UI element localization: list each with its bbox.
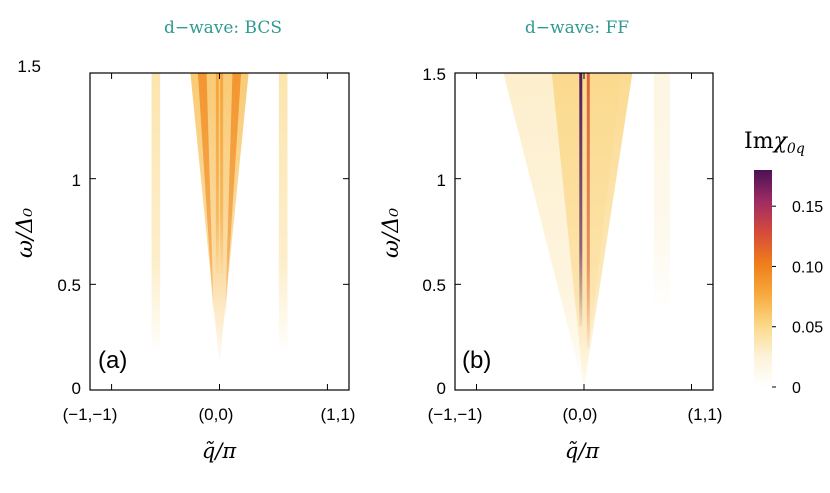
heatmap-spectral-line [215,73,219,274]
heatmap-side-strip [151,73,161,348]
panel-b-xtick-left: (−1,−1) [428,405,483,424]
panel-a-xtick-left: (−1,−1) [63,405,118,424]
heatmap-spectral-line [579,73,583,327]
panel-b-xlabel: q̃/π [565,439,601,463]
panel-b-ytick-0.5: 0.5 [422,276,446,295]
panel-b-label: (b) [462,347,491,374]
panel-b-xtick-center: (0,0) [563,405,598,424]
heatmap-cone-region [224,73,242,327]
heatmap-spectral-line [220,73,224,274]
heatmap-spectral-line [586,73,590,348]
panel-a-title: d−wave: BCS [164,18,282,38]
panel-a-plot [89,72,350,391]
panel-a-heatmap [151,73,288,365]
panel-b-ytick-0: 0 [437,379,446,398]
panel-b-ylabel: ω/Δ₀ [379,208,404,258]
heatmap-cone-region [190,73,249,365]
heatmap-side-strip [278,73,288,348]
panel-b-xtick-right: (1,1) [688,405,723,424]
panel-a-ytick-1.5: 1.5 [17,57,41,76]
panel-b-title: d−wave: FF [525,18,629,38]
colorbar-label-im: Im [744,129,774,154]
panel-a-ytick-0.5: 0.5 [57,276,81,295]
panel-a-ylabel: ω/Δ₀ [13,208,38,258]
panel-a-ytick-0: 0 [72,379,81,398]
panel-a-label: (a) [98,347,127,374]
colorbar-tick-label: 0.05 [792,320,823,337]
colorbar-tick-label: 0 [792,380,801,397]
colorbar-tick-label: 0.10 [792,259,823,276]
panel-b-ytick-1: 1 [437,171,446,190]
colorbar-ticks: 0 0.05 0.10 0.15 [772,199,823,397]
panel-b-axis-ticks [455,72,713,391]
panel-a-ytick-1: 1 [72,171,81,190]
panel-a-xtick-right: (1,1) [321,405,356,424]
panel-a-xtick-center: (0,0) [199,405,234,424]
panel-b-plot [454,72,714,391]
colorbar-label: Imχ0q [744,129,805,157]
colorbar-label-main: Imχ0q [744,129,805,157]
colorbar-gradient [754,170,772,387]
colorbar-tick-label: 0.15 [792,199,823,216]
heatmap-side-strip [653,73,670,306]
panel-a-axis-ticks [90,72,349,391]
panel-a-xlabel: q̃/π [202,439,238,463]
colorbar-label-chi: χ [772,129,789,154]
heatmap-cone-region [197,73,215,327]
panel-b-heatmap [503,73,670,390]
colorbar-label-subscript: 0q [787,141,805,157]
panel-b-ytick-1.5: 1.5 [422,65,446,84]
heatmap-cone-region [551,73,633,390]
